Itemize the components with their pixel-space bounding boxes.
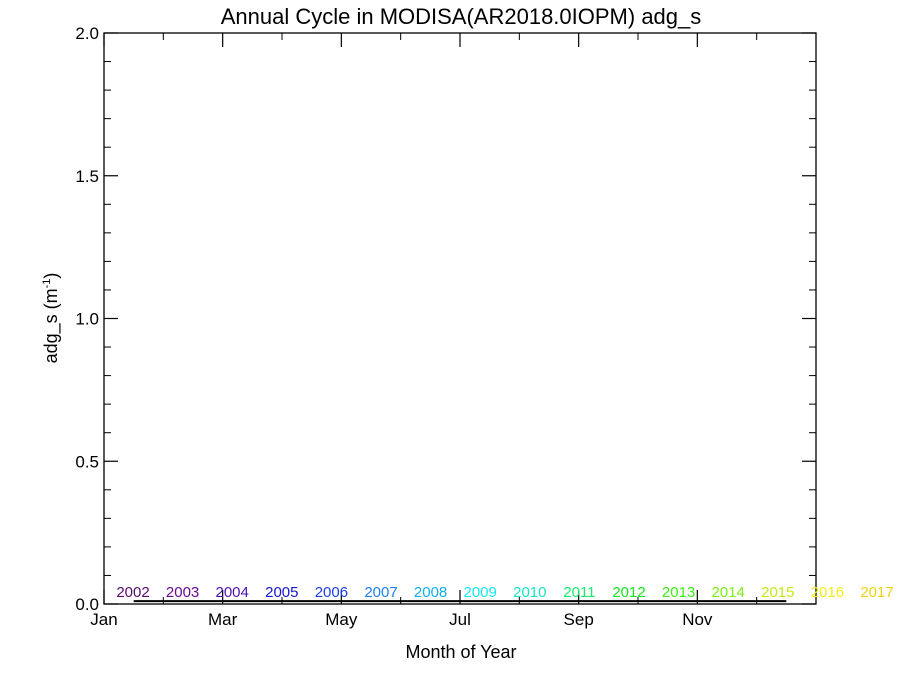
year-label-2013: 2013 <box>662 584 695 601</box>
y-tick-label: 0.5 <box>75 452 99 471</box>
y-tick-label: 0.0 <box>75 595 99 614</box>
plot-frame <box>103 32 817 605</box>
year-label-2014: 2014 <box>712 584 745 601</box>
year-label-2003: 2003 <box>166 584 199 601</box>
x-tick-label: Jan <box>90 610 117 629</box>
year-label-2008: 2008 <box>414 584 447 601</box>
year-label-2015: 2015 <box>761 584 794 601</box>
year-legend: 2002 2003 2004 2005 2006 2007 2008 2009 2010 2011… <box>116 584 893 601</box>
y-tick-label: 1.5 <box>75 167 99 186</box>
year-label-2010: 2010 <box>513 584 546 601</box>
x-axis-label: Month of Year <box>405 642 516 662</box>
year-label-2005: 2005 <box>265 584 298 601</box>
year-label-2009: 2009 <box>464 584 497 601</box>
axis-tick-labels: 0.0 0.5 1.0 1.5 2.0 Jan Mar May Jul Sep Nov <box>75 24 713 629</box>
chart-title: Annual Cycle in MODISA(AR2018.0IOPM) adg… <box>221 4 702 29</box>
y-axis-label-superscript: -1 <box>41 279 53 289</box>
y-axis-label: adg_s (m-1) <box>41 273 62 364</box>
year-label-2006: 2006 <box>315 584 348 601</box>
x-tick-label: Jul <box>449 610 471 629</box>
y-axis-label-base: adg_s (m <box>41 288 62 363</box>
year-label-2007: 2007 <box>364 584 397 601</box>
y-tick-label: 2.0 <box>75 24 99 43</box>
year-label-2011: 2011 <box>563 584 595 601</box>
year-label-2012: 2012 <box>612 584 645 601</box>
year-label-2004: 2004 <box>216 584 249 601</box>
axis-ticks <box>103 32 816 605</box>
x-tick-label: Sep <box>564 610 594 629</box>
x-tick-label: Mar <box>208 610 238 629</box>
y-axis-label-close: ) <box>41 273 61 279</box>
year-label-2017: 2017 <box>860 584 893 601</box>
year-label-2016: 2016 <box>811 584 844 601</box>
x-tick-label: Nov <box>682 610 713 629</box>
x-tick-label: May <box>325 610 358 629</box>
year-label-2002: 2002 <box>116 584 149 601</box>
y-tick-label: 1.0 <box>75 310 99 329</box>
